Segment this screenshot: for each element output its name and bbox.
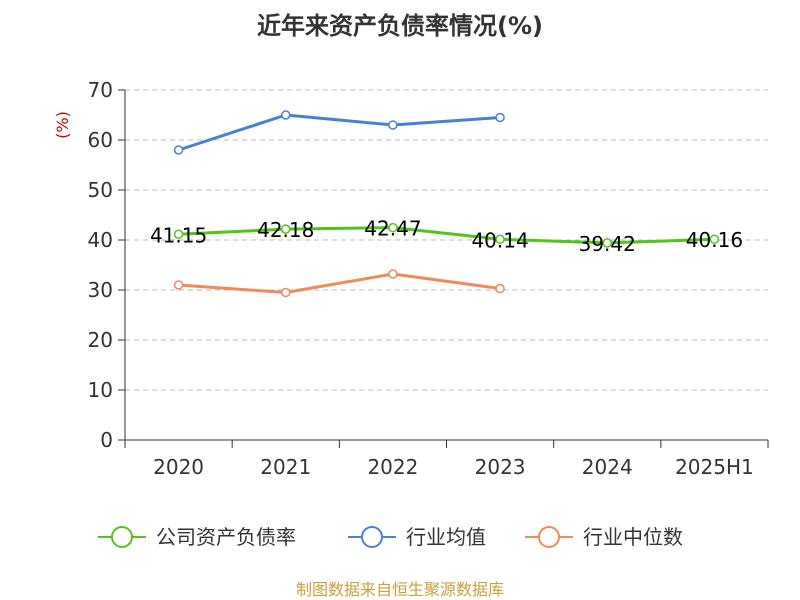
x-tick-label: 2025H1 xyxy=(675,455,754,479)
data-point xyxy=(495,112,505,123)
x-tick-label: 2024 xyxy=(582,455,633,479)
y-tick-label: 70 xyxy=(88,78,113,102)
series-line xyxy=(178,113,501,152)
chart-title: 近年来资产负债率情况(%) xyxy=(257,12,543,40)
y-axis-label: (%) xyxy=(53,111,72,139)
series-line xyxy=(178,272,501,294)
data-point xyxy=(495,283,505,294)
data-label: 39.42 xyxy=(579,232,636,256)
y-tick-label: 0 xyxy=(100,428,113,452)
y-tick-label: 60 xyxy=(88,128,113,152)
data-point xyxy=(173,229,184,239)
legend-marker xyxy=(361,526,383,548)
x-tick-label: 2022 xyxy=(367,455,418,479)
source-note: 制图数据来自恒生聚源数据库 xyxy=(296,580,504,599)
data-point xyxy=(281,110,291,120)
series-line xyxy=(178,226,715,245)
data-point xyxy=(281,224,291,234)
y-axis-ticks: 0 10 20 30 40 50 60 70 xyxy=(88,78,125,452)
x-tick-label: 2023 xyxy=(475,455,526,479)
data-point xyxy=(281,287,291,298)
x-tick-label: 2020 xyxy=(153,455,204,479)
data-label: 42.18 xyxy=(257,218,314,242)
y-tick-label: 20 xyxy=(88,328,113,352)
y-tick-label: 10 xyxy=(88,378,113,402)
y-tick-label: 40 xyxy=(88,228,113,252)
data-point xyxy=(602,238,612,248)
data-point xyxy=(388,269,398,279)
data-point xyxy=(173,280,184,290)
legend: 公司资产负债率 行业均值 行业中位数 xyxy=(98,525,683,549)
data-label: 40.16 xyxy=(686,228,743,252)
series-lines xyxy=(173,110,720,298)
data-point xyxy=(709,234,720,244)
data-label: 42.47 xyxy=(364,217,421,241)
legend-marker xyxy=(538,526,560,548)
data-label: 41.15 xyxy=(150,223,207,247)
y-tick-label: 50 xyxy=(88,178,113,202)
x-axis-ticks: 2020 2021 2022 2023 2024 2025H1 xyxy=(124,440,769,479)
data-labels: 41.15 42.18 42.47 40.14 39.42 40.16 xyxy=(150,217,743,256)
data-point xyxy=(495,234,505,245)
data-label: 40.14 xyxy=(471,228,528,252)
legend-marker xyxy=(111,526,133,548)
legend-label: 行业中位数 xyxy=(583,525,683,549)
data-point xyxy=(388,222,398,233)
legend-label: 公司资产负债率 xyxy=(156,525,296,549)
x-tick-label: 2021 xyxy=(260,455,311,479)
axes xyxy=(124,90,768,441)
data-point xyxy=(388,120,398,130)
data-point xyxy=(173,145,184,155)
y-tick-label: 30 xyxy=(88,278,113,302)
legend-label: 行业均值 xyxy=(406,525,486,549)
